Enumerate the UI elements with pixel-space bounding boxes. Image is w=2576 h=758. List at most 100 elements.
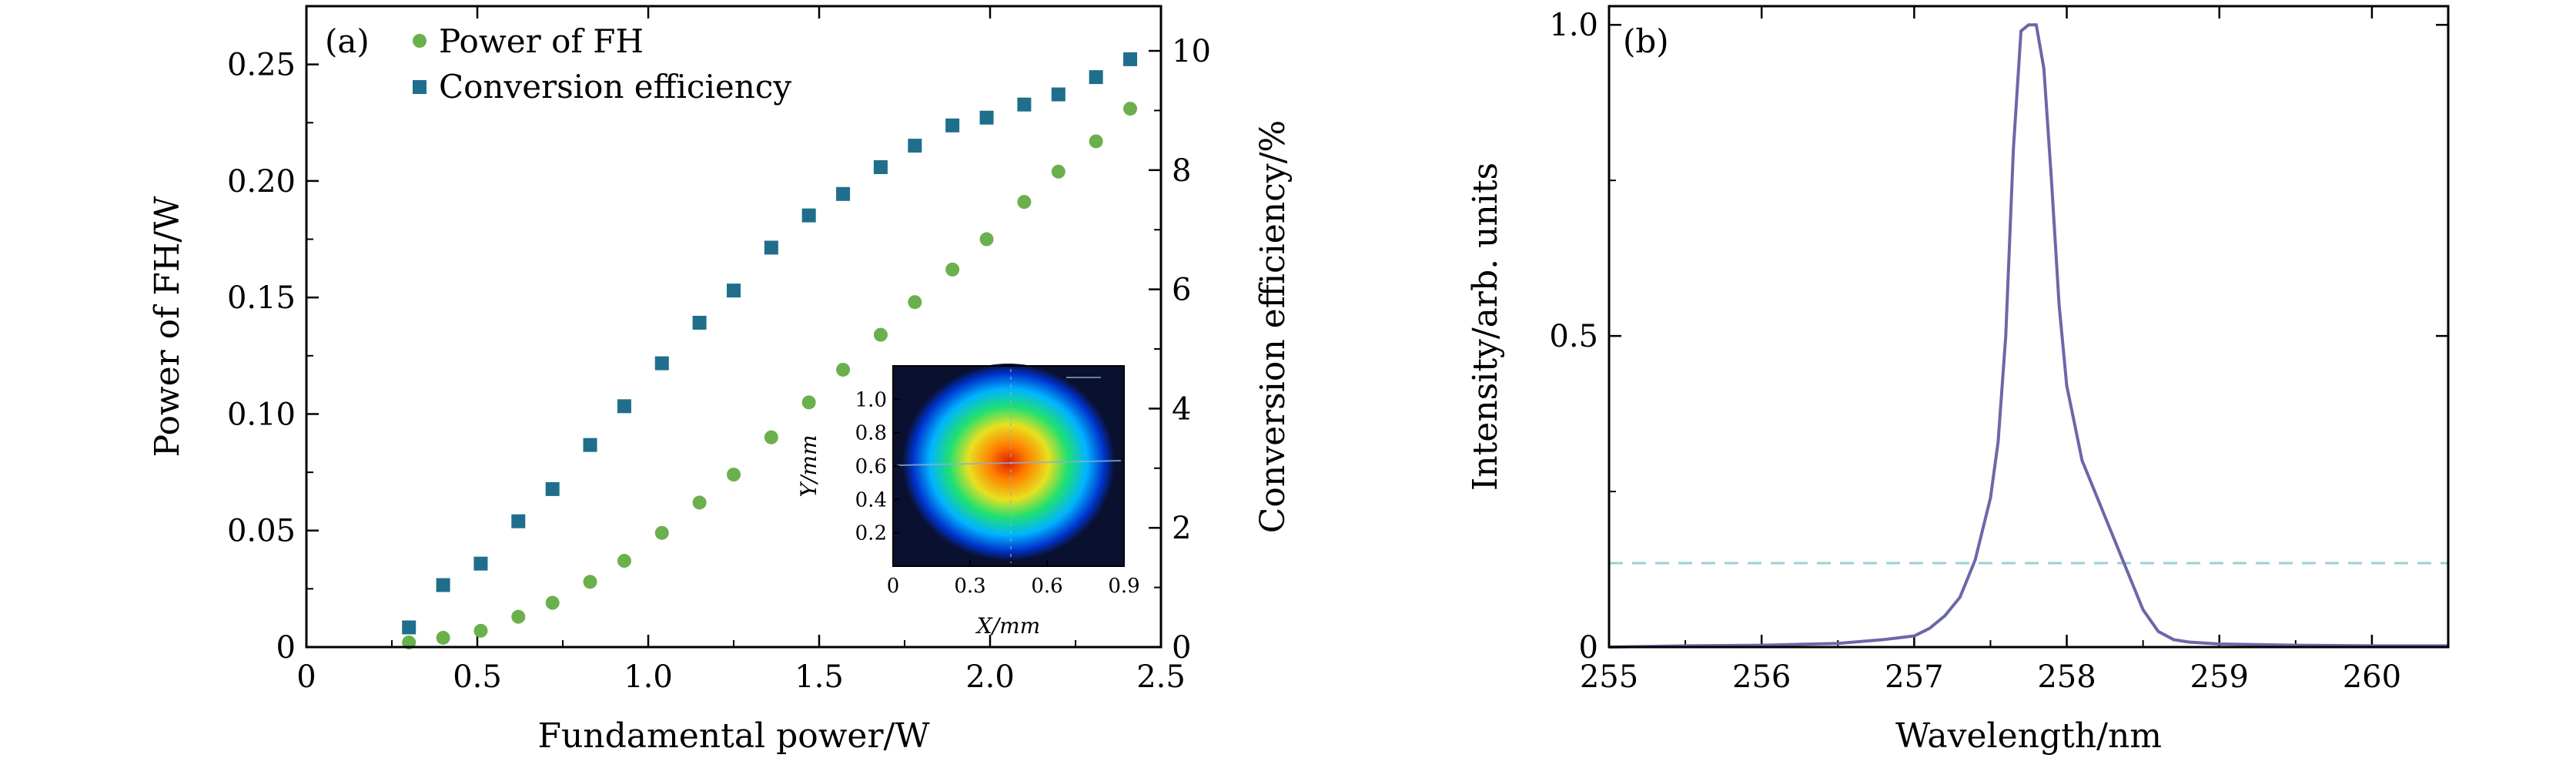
panel-b-x-tick-label: 255 [1580, 659, 1638, 695]
panel-a-y-tick-label: 0.20 [227, 164, 296, 200]
panel-a-y-tick-label: 0 [276, 630, 296, 666]
conversion-efficiency-point [836, 186, 851, 201]
conversion-efficiency-point [473, 556, 488, 571]
inset-x-tick-label: 0.6 [1031, 575, 1062, 598]
power-fh-point [402, 635, 417, 649]
panel-a-x-tick-label: 2.5 [1136, 659, 1186, 695]
conversion-efficiency-point [617, 399, 631, 414]
panel-a-y2-tick-label: 2 [1172, 511, 1191, 546]
conversion-efficiency-point [1051, 87, 1066, 102]
panel-b-y-tick-label: 0.5 [1549, 319, 1598, 354]
conversion-efficiency-point [402, 620, 417, 635]
panel-a-y2-axis-label: Conversion efficiency/% [1253, 120, 1293, 534]
conversion-efficiency-point [436, 578, 450, 592]
conversion-efficiency-point [1123, 52, 1138, 66]
inset-y-tick-label: 0.4 [855, 488, 887, 511]
beam-profile-inset: 0 0.3 0.6 0.9 0.2 0.4 0.6 0.8 1.0 X/mm Y/mm [796, 364, 1140, 639]
conversion-efficiency-point [511, 514, 526, 528]
panel-a-x-tick-label: 1.0 [624, 659, 673, 695]
panel-b-frame [1607, 5, 2450, 649]
panel-a-y2-tick-label: 6 [1172, 273, 1191, 308]
panel-a-y2-tick-label: 0 [1172, 630, 1191, 666]
panel-b-x-tick-label: 260 [2343, 659, 2401, 695]
power-fh-point [617, 554, 631, 568]
inset-y-tick-label: 0.6 [855, 455, 887, 478]
power-fh-point [764, 430, 778, 444]
power-fh-point [654, 525, 669, 540]
power-fh-point [908, 295, 922, 310]
panel-a-y2-tick-label: 4 [1172, 391, 1191, 427]
inset-y-tick-label: 0.2 [855, 522, 887, 545]
panel-b-chart: 255 256 257 258 259 260 0 0.5 1.0 (b) Wavelength… [1466, 5, 2450, 756]
panel-b-y-tick-label: 1.0 [1549, 8, 1598, 43]
conversion-efficiency-point [1089, 70, 1103, 85]
conversion-efficiency-point [908, 139, 922, 153]
panel-a-x-tick-label: 0 [296, 659, 316, 695]
panel-b-x-axis-label: Wavelength/nm [1895, 716, 2162, 756]
legend-label-power-fh: Power of FH [439, 22, 644, 60]
power-fh-point [1017, 195, 1032, 210]
inset-ticks: 0 0.3 0.6 0.9 0.2 0.4 0.6 0.8 1.0 [855, 388, 1140, 598]
conversion-efficiency-point [727, 283, 741, 298]
conversion-efficiency-point [1017, 97, 1032, 112]
panel-a-legend: Power of FH Conversion efficiency [413, 22, 791, 106]
panel-a-marks [402, 52, 1138, 649]
conversion-efficiency-point [654, 356, 669, 371]
panel-a-frame [305, 5, 1163, 649]
panel-b-x-tick-label: 258 [2037, 659, 2096, 695]
panel-b-ticks: 255 256 257 258 259 260 0 0.5 1.0 [1549, 6, 2448, 695]
power-fh-point [945, 262, 960, 277]
power-fh-point [1051, 164, 1066, 179]
power-fh-point [436, 630, 450, 645]
power-fh-point [979, 232, 994, 247]
conversion-efficiency-point [692, 315, 707, 330]
power-fh-point [545, 595, 560, 610]
panel-b-y-tick-label: 0 [1579, 630, 1598, 666]
power-fh-point [692, 495, 707, 510]
conversion-efficiency-point [979, 110, 994, 125]
conversion-efficiency-point [945, 118, 960, 132]
panel-a-y-tick-label: 0.15 [227, 280, 296, 316]
inset-y-tick-label: 0.8 [855, 422, 887, 445]
conversion-efficiency-point [583, 438, 597, 452]
legend-marker-power-fh [413, 34, 427, 48]
power-fh-point [1089, 134, 1103, 149]
panel-a-x-tick-label: 1.5 [795, 659, 844, 695]
panel-b-x-tick-label: 257 [1885, 659, 1943, 695]
panel-a-ticks: 0 0.5 1.0 1.5 2.0 2.500.050.100.150.200.25024… [227, 5, 1211, 695]
panel-a-y-tick-label: 0.25 [227, 48, 296, 83]
power-fh-point [727, 468, 741, 482]
panel-a-y-tick-label: 0.05 [227, 514, 296, 549]
panel-a-chart: 0 0.5 1.0 1.5 2.0 2.500.050.100.150.200.25024… [148, 5, 1293, 756]
inset-x-axis-label: X/mm [975, 613, 1040, 639]
inset-y-tick-label: 1.0 [855, 388, 887, 411]
power-fh-point [873, 327, 888, 342]
panel-b-label: (b) [1623, 22, 1669, 60]
panel-a-x-tick-label: 0.5 [453, 659, 502, 695]
panel-a-label: (a) [325, 22, 370, 60]
beam-spot [902, 364, 1115, 561]
conversion-efficiency-point [545, 481, 560, 496]
power-fh-point [836, 362, 851, 377]
panel-a-y2-tick-label: 10 [1172, 34, 1211, 69]
panel-a-x-tick-label: 2.0 [965, 659, 1015, 695]
inset-x-tick-label: 0.3 [954, 575, 985, 598]
inset-y-axis-label: Y/mm [796, 434, 821, 497]
power-fh-point [473, 623, 488, 638]
conversion-efficiency-point [801, 208, 816, 223]
panel-a-y2-tick-label: 8 [1172, 153, 1191, 189]
legend-label-conversion-efficiency: Conversion efficiency [439, 68, 791, 106]
inset-reticle-horizontal [896, 460, 1122, 466]
legend-marker-conversion-efficiency [413, 80, 427, 94]
conversion-efficiency-point [764, 240, 778, 255]
power-fh-point [511, 609, 526, 624]
panel-b-x-tick-label: 259 [2190, 659, 2249, 695]
panel-b-y-axis-label: Intensity/arb. units [1466, 163, 1505, 491]
inset-x-tick-label: 0.9 [1108, 575, 1139, 598]
panel-a-y-axis-label: Power of FH/W [148, 196, 187, 458]
panel-a-x-axis-label: Fundamental power/W [537, 716, 930, 756]
conversion-efficiency-point [873, 159, 888, 174]
panel-a-y-tick-label: 0.10 [227, 397, 296, 432]
power-fh-point [1123, 102, 1138, 116]
